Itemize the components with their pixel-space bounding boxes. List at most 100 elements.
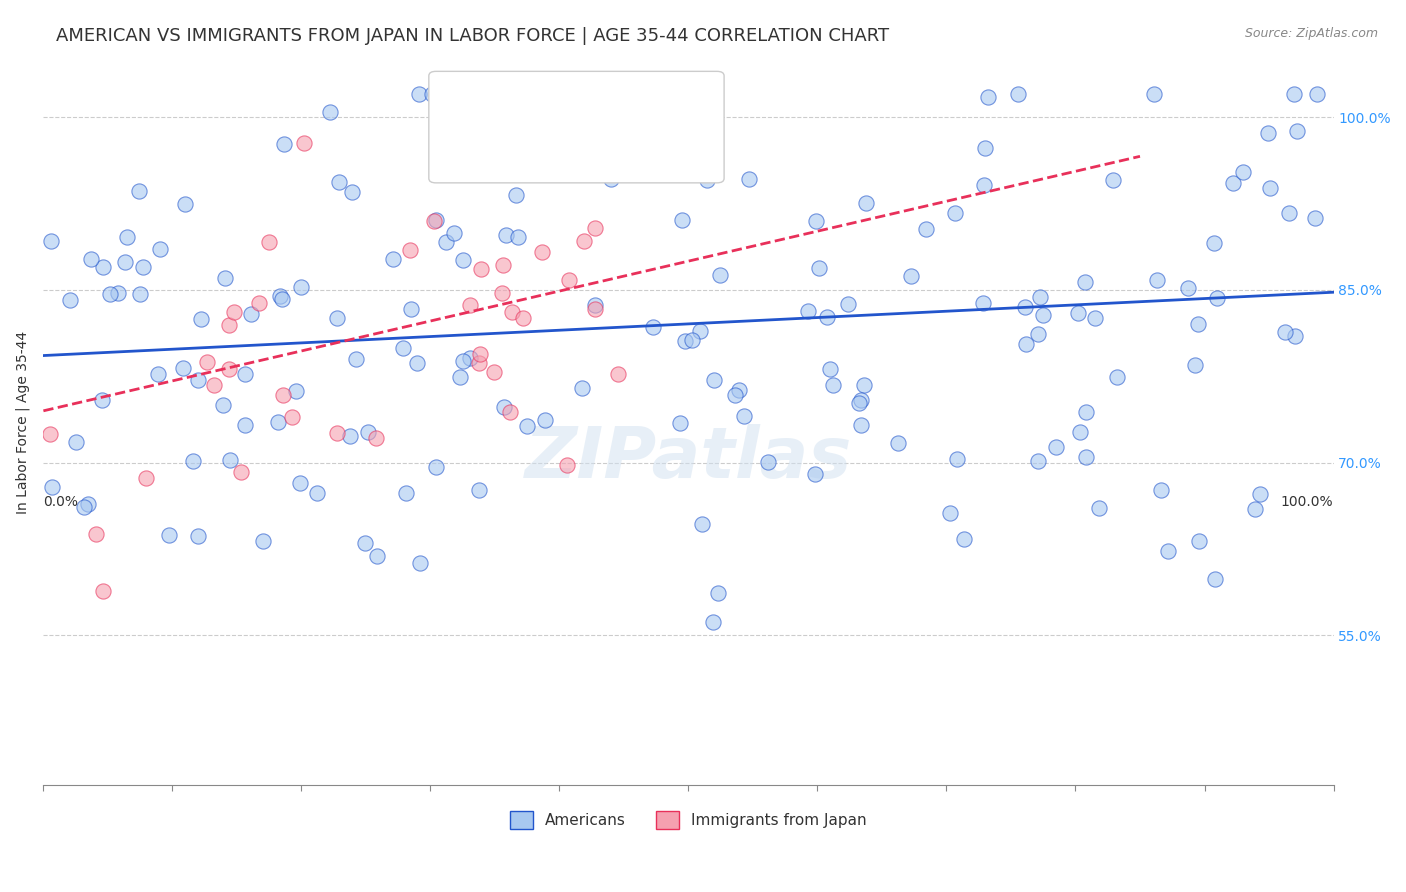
- Point: [214, 271, 236, 285]
- Point: [669, 416, 692, 430]
- Point: [673, 334, 696, 348]
- Point: [38, 427, 60, 442]
- Point: [342, 186, 364, 200]
- Legend: Americans, Immigrants from Japan: Americans, Immigrants from Japan: [503, 805, 873, 836]
- Point: [733, 409, 755, 424]
- Point: [270, 292, 292, 306]
- Point: [620, 166, 643, 180]
- Text: ■: ■: [450, 93, 471, 112]
- Point: [1007, 87, 1029, 102]
- Point: [943, 206, 966, 220]
- Text: R = 0.277: R = 0.277: [471, 140, 547, 154]
- Point: [973, 178, 995, 192]
- Point: [1101, 173, 1123, 187]
- Point: [1244, 502, 1267, 516]
- Point: [224, 304, 246, 318]
- Point: [458, 298, 481, 312]
- Point: [41, 480, 63, 494]
- Point: [482, 365, 505, 379]
- Point: [76, 497, 98, 511]
- Point: [1087, 500, 1109, 515]
- Point: [458, 351, 481, 366]
- Point: [853, 377, 876, 392]
- Point: [709, 268, 731, 282]
- Point: [803, 467, 825, 482]
- Point: [157, 528, 180, 542]
- Text: ■: ■: [450, 137, 471, 157]
- Point: [366, 549, 388, 563]
- Point: [505, 188, 527, 202]
- Point: [408, 87, 430, 102]
- Point: [1156, 543, 1178, 558]
- Point: [703, 374, 725, 388]
- Point: [434, 235, 457, 250]
- Point: [326, 310, 349, 325]
- Point: [1074, 405, 1097, 419]
- Point: [900, 268, 922, 283]
- Point: [281, 409, 304, 424]
- Point: [516, 419, 538, 434]
- Point: [664, 87, 686, 102]
- Point: [420, 87, 443, 102]
- Point: [328, 175, 350, 189]
- Point: [1204, 235, 1226, 250]
- Point: [561, 87, 583, 102]
- Point: [98, 286, 121, 301]
- Point: [807, 260, 830, 275]
- Point: [1177, 281, 1199, 295]
- Y-axis label: In Labor Force | Age 35-44: In Labor Force | Age 35-44: [15, 331, 30, 514]
- Point: [470, 347, 492, 361]
- Point: [339, 429, 361, 443]
- Point: [572, 234, 595, 248]
- Point: [849, 417, 872, 432]
- Point: [796, 304, 818, 318]
- Point: [252, 534, 274, 549]
- Text: 0.0%: 0.0%: [44, 495, 79, 509]
- Point: [1249, 487, 1271, 501]
- Point: [946, 452, 969, 467]
- Point: [1146, 273, 1168, 287]
- Point: [425, 460, 447, 475]
- Point: [1257, 126, 1279, 140]
- Point: [233, 367, 256, 381]
- Point: [1184, 359, 1206, 373]
- Point: [641, 319, 664, 334]
- Point: [1028, 453, 1050, 467]
- Point: [557, 458, 579, 472]
- Point: [1143, 87, 1166, 102]
- Point: [218, 361, 240, 376]
- Point: [117, 230, 139, 244]
- Text: AMERICAN VS IMMIGRANTS FROM JAPAN IN LABOR FORCE | AGE 35-44 CORRELATION CHART: AMERICAN VS IMMIGRANTS FROM JAPAN IN LAB…: [56, 27, 890, 45]
- Point: [187, 529, 209, 543]
- Point: [671, 213, 693, 227]
- Point: [468, 483, 491, 497]
- Point: [571, 381, 593, 395]
- Point: [233, 418, 256, 433]
- Point: [399, 302, 422, 317]
- Point: [689, 324, 711, 338]
- Point: [271, 388, 294, 402]
- Text: 100.0%: 100.0%: [1281, 495, 1333, 509]
- Point: [131, 260, 153, 274]
- Point: [583, 120, 606, 135]
- Point: [1278, 205, 1301, 219]
- Point: [1067, 306, 1090, 320]
- Point: [231, 465, 253, 479]
- Point: [135, 471, 157, 485]
- Point: [530, 244, 553, 259]
- Point: [1150, 483, 1173, 497]
- Point: [149, 242, 172, 256]
- Point: [972, 296, 994, 310]
- Point: [583, 301, 606, 316]
- Point: [292, 136, 315, 151]
- Point: [449, 369, 471, 384]
- Point: [818, 361, 841, 376]
- Point: [468, 356, 491, 370]
- Point: [681, 334, 703, 348]
- Point: [1045, 440, 1067, 454]
- Point: [267, 415, 290, 429]
- Text: N =  39: N = 39: [576, 140, 634, 154]
- Point: [433, 158, 456, 172]
- Point: [1026, 326, 1049, 341]
- Point: [541, 87, 564, 102]
